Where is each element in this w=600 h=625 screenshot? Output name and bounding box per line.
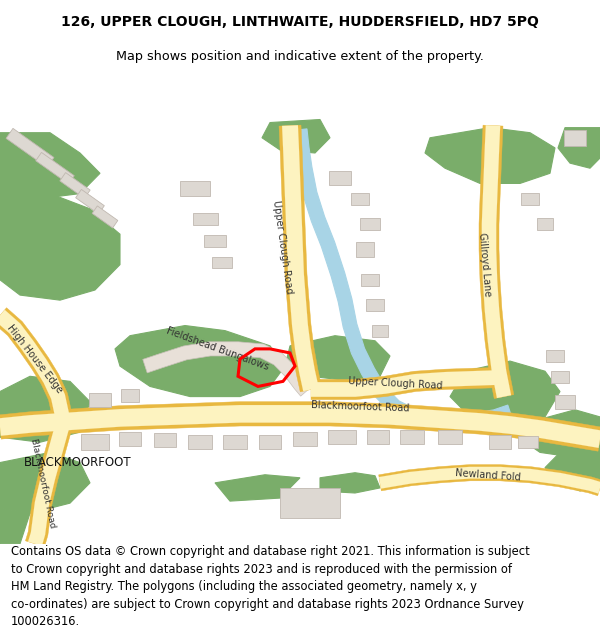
Polygon shape (143, 342, 311, 396)
Text: Newland Fold: Newland Fold (455, 469, 521, 483)
Bar (329, 171, 351, 186)
Text: BLACKMOORFOOT: BLACKMOORFOOT (24, 456, 132, 469)
Text: Map shows position and indicative extent of the property.: Map shows position and indicative extent… (116, 49, 484, 62)
Text: Gillroyd Lane: Gillroyd Lane (477, 232, 493, 297)
Text: Fieldshead Bungalows: Fieldshead Bungalows (166, 326, 271, 372)
Polygon shape (0, 189, 120, 300)
Polygon shape (0, 376, 90, 442)
Bar (119, 432, 141, 446)
Bar (89, 392, 111, 407)
Polygon shape (311, 367, 505, 399)
Bar (193, 213, 218, 225)
Bar (351, 192, 369, 205)
Bar (328, 430, 356, 444)
Text: Blackmoorfoot Road: Blackmoorfoot Road (29, 438, 57, 529)
Bar (204, 235, 226, 248)
Bar (564, 129, 586, 146)
Text: 126, UPPER CLOUGH, LINTHWAITE, HUDDERSFIELD, HD7 5PQ: 126, UPPER CLOUGH, LINTHWAITE, HUDDERSFI… (61, 14, 539, 29)
Bar (36, 152, 74, 184)
Bar (293, 432, 317, 446)
Polygon shape (25, 424, 71, 547)
Bar (6, 128, 54, 168)
Polygon shape (479, 125, 514, 399)
Bar (537, 218, 553, 230)
Text: Contains OS data © Crown copyright and database right 2021. This information is : Contains OS data © Crown copyright and d… (11, 546, 530, 625)
Polygon shape (279, 125, 322, 392)
Bar (521, 192, 539, 205)
Polygon shape (0, 405, 600, 448)
Polygon shape (0, 132, 100, 199)
Polygon shape (379, 467, 600, 494)
Polygon shape (293, 129, 512, 429)
Bar (551, 371, 569, 383)
Bar (121, 389, 139, 402)
Bar (188, 435, 212, 449)
Bar (518, 436, 538, 448)
Text: Upper Clough Road: Upper Clough Road (271, 200, 295, 295)
Polygon shape (545, 444, 600, 491)
Polygon shape (28, 425, 69, 546)
Polygon shape (0, 402, 600, 451)
Bar (555, 394, 575, 409)
Bar (438, 430, 462, 444)
Bar (489, 435, 511, 449)
Polygon shape (558, 127, 600, 168)
Polygon shape (0, 508, 30, 544)
Bar (280, 488, 340, 518)
Polygon shape (482, 125, 511, 398)
Polygon shape (215, 475, 300, 501)
Bar (367, 430, 389, 444)
Bar (92, 206, 118, 228)
Polygon shape (320, 472, 380, 493)
Bar (60, 173, 90, 198)
Polygon shape (379, 464, 600, 496)
Bar (372, 324, 388, 337)
Polygon shape (115, 326, 285, 397)
Text: Blackmoorfoot Road: Blackmoorfoot Road (311, 400, 409, 414)
Bar (400, 430, 424, 444)
Bar (212, 257, 232, 268)
Bar (366, 299, 384, 311)
Bar (546, 350, 564, 362)
Polygon shape (450, 361, 560, 424)
Polygon shape (518, 410, 600, 458)
Polygon shape (282, 125, 319, 391)
Polygon shape (0, 452, 90, 513)
Bar (76, 189, 104, 214)
Polygon shape (425, 127, 555, 184)
Bar (180, 181, 210, 196)
Bar (361, 274, 379, 286)
Bar (223, 435, 247, 449)
Polygon shape (262, 119, 330, 153)
Text: Upper Clough Road: Upper Clough Road (347, 376, 442, 391)
Polygon shape (0, 310, 69, 427)
Bar (81, 434, 109, 451)
Bar (360, 218, 380, 230)
Bar (356, 242, 374, 256)
Polygon shape (285, 336, 390, 381)
Text: High House Edge: High House Edge (5, 323, 65, 395)
Polygon shape (0, 308, 72, 427)
Bar (154, 433, 176, 447)
Bar (259, 435, 281, 449)
Polygon shape (311, 370, 505, 397)
